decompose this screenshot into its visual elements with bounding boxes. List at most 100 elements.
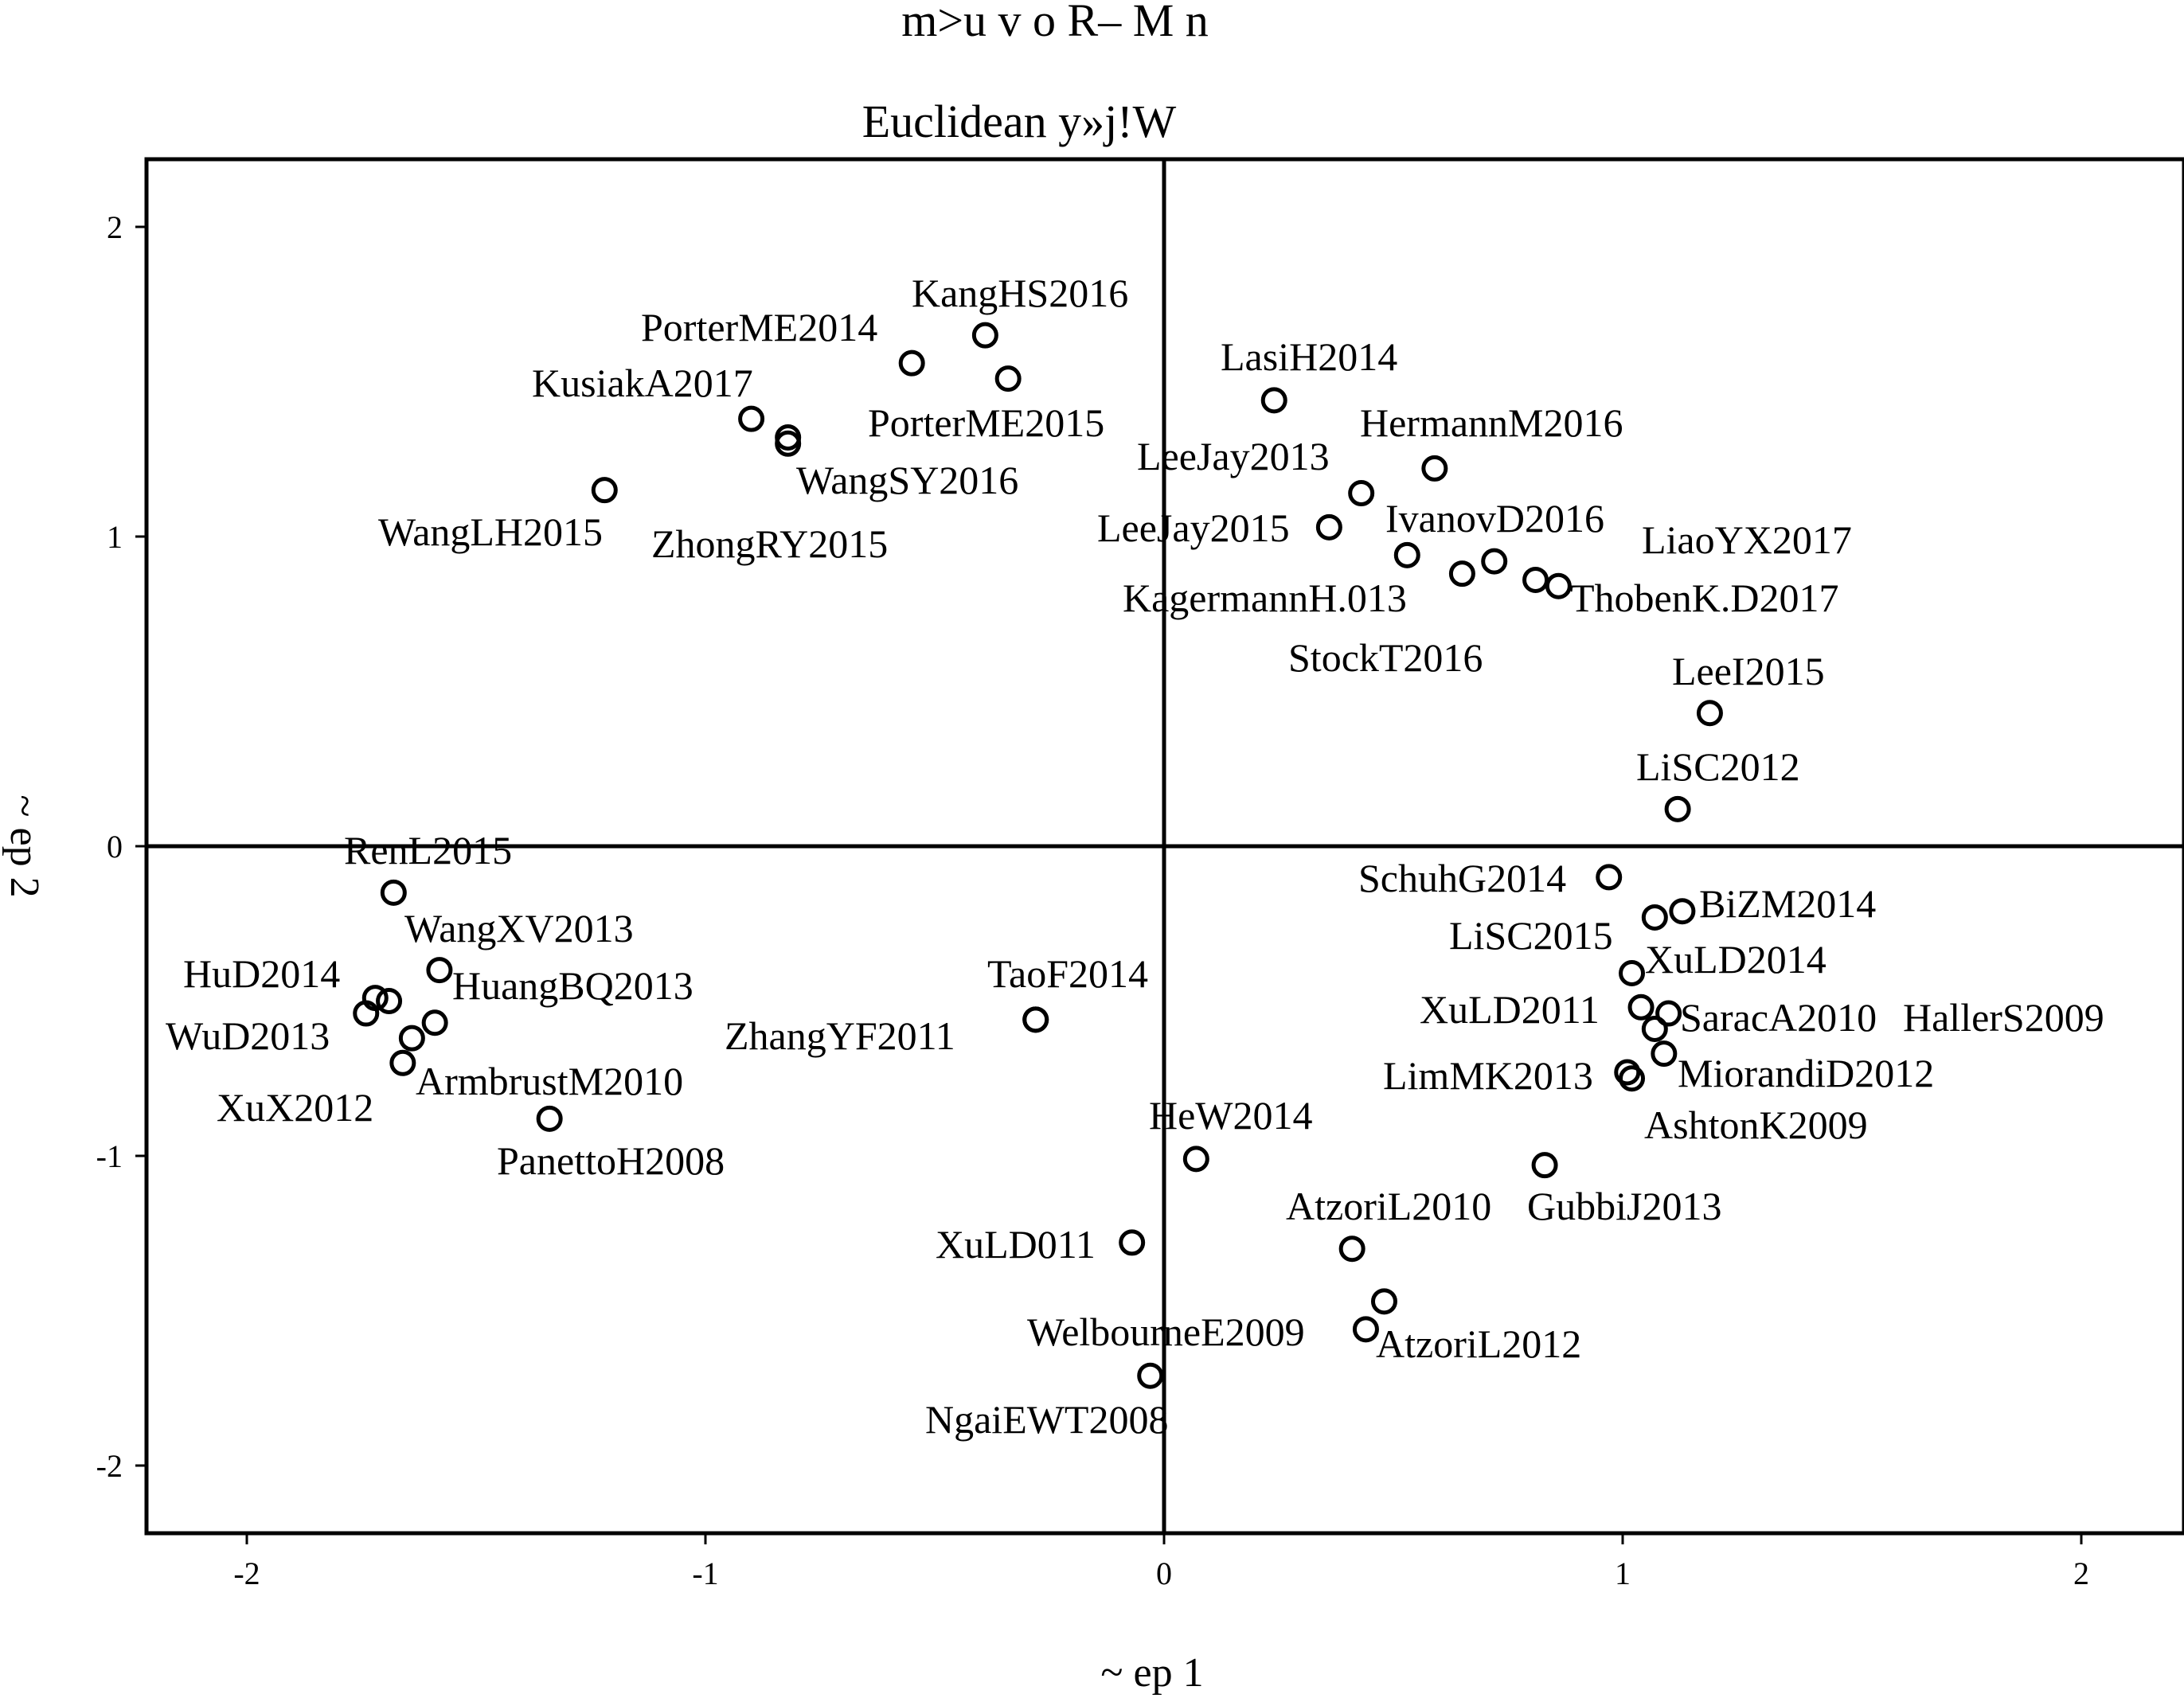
data-point [1522,566,1549,593]
point-label: RenL2015 [344,828,512,872]
point-label: MiorandiD2012 [1678,1051,1934,1095]
y-tick-label: 0 [107,829,123,865]
point-label: XuLD2011 [1420,987,1600,1032]
point-label: LiaoYX2017 [1642,517,1852,562]
point-label: LeeI2015 [1672,649,1825,693]
point-label: HuD2014 [183,951,340,996]
data-point [389,1049,416,1076]
point-label: StockT2016 [1288,635,1483,680]
data-point [1448,560,1475,587]
data-point [1352,1316,1379,1343]
data-point [971,322,998,349]
point-label: WangLH2015 [378,509,603,554]
data-point [1370,1288,1397,1315]
point-label: XuLD011 [936,1222,1096,1267]
data-point [1641,1016,1668,1043]
data-point [353,1000,380,1027]
data-point [1315,513,1342,541]
point-label: LasiH2014 [1221,334,1397,379]
point-label: XuX2012 [217,1085,373,1130]
data-point [1641,904,1668,931]
data-point [775,424,802,451]
point-label: WuD2013 [166,1013,330,1058]
point-label: ThobenK.D2017 [1570,576,1838,620]
data-point [1260,387,1287,414]
x-tick-label: -1 [692,1556,718,1591]
point-label: WangSY2016 [796,458,1018,502]
point-label: SaracA2010 [1680,995,1877,1040]
data-point [1596,864,1623,891]
data-point [1022,1006,1049,1033]
data-point [1614,1059,1641,1086]
point-label: HeW2014 [1149,1093,1313,1138]
data-point [1545,572,1572,599]
point-label: SchuhG2014 [1358,856,1566,900]
data-point [591,477,618,504]
point-label: HuangBQ2013 [452,963,693,1008]
data-point [1137,1362,1164,1389]
point-label: PorterME2015 [868,400,1104,445]
point-label: KangHS2016 [912,271,1128,315]
point-label: KusiakA2017 [532,361,753,405]
data-points [353,322,1723,1389]
x-tick-label: 1 [1615,1556,1631,1591]
data-point [376,988,403,1014]
data-point [1182,1146,1209,1173]
point-label: LeeJay2015 [1097,505,1290,550]
y-axis-ticks: -2 -1 0 1 2 [96,209,147,1484]
point-label: ZhongRY2015 [651,521,888,566]
point-label: NgaiEWT2008 [925,1397,1168,1442]
data-point [1696,700,1723,727]
data-point [421,1009,448,1036]
data-point [1421,455,1448,482]
point-label: ZhangYF2011 [725,1013,955,1058]
data-point [398,1025,425,1052]
x-tick-label: 2 [2073,1556,2089,1591]
point-label: BiZM2014 [1699,881,1876,926]
y-axis-label: ~ ep 2 [2,794,47,897]
point-label: GubbiJ2013 [1527,1184,1721,1228]
point-label: LeeJay2013 [1137,434,1330,478]
x-tick-label: 0 [1156,1556,1172,1591]
point-label: LiSC2012 [1636,744,1800,789]
point-label: AtzoriL2012 [1376,1321,1581,1366]
data-point [1531,1152,1558,1179]
data-point [1481,548,1508,575]
point-labels: KangHS2016 PorterME2014 PorterME2015 Kusiak… [166,271,2104,1442]
y-tick-label: 1 [107,519,123,555]
data-point [536,1105,563,1132]
point-label: WelbourneE2009 [1027,1310,1305,1354]
data-point [426,957,453,984]
data-point [1119,1229,1146,1256]
point-label: HermannM2016 [1360,400,1623,445]
data-point [994,365,1022,392]
x-axis-label: ~ ep 1 [1100,1650,1203,1696]
point-label: XuLD2014 [1645,937,1827,982]
data-point [380,879,407,906]
point-label: HallerS2009 [1903,995,2104,1040]
data-point [1664,795,1691,822]
point-label: IvanovD2016 [1385,496,1604,541]
y-tick-label: -1 [96,1138,123,1174]
y-tick-label: -2 [96,1448,123,1484]
point-label: LimMK2013 [1383,1053,1593,1098]
point-label: LiSC2015 [1449,913,1613,958]
data-point [1655,1000,1682,1027]
point-label: PorterME2014 [641,305,877,349]
point-label: PanettoH2008 [497,1138,725,1183]
point-label: TaoF2014 [987,951,1148,996]
x-axis-ticks: -2 -1 0 1 2 [233,1533,2089,1591]
data-point [898,349,925,377]
y-tick-label: 2 [107,209,123,245]
data-point [1669,898,1696,925]
x-tick-label: -2 [233,1556,260,1591]
data-point [1393,541,1420,568]
point-label: AtzoriL2010 [1286,1184,1491,1228]
chart-title: m>u v o R– M n [901,0,1209,46]
data-point [1348,480,1375,507]
point-label: ArmbrustM2010 [416,1059,683,1103]
point-label: AshtonK2009 [1644,1103,1868,1147]
point-label: WangXV2013 [404,906,634,950]
data-point [1338,1235,1365,1263]
